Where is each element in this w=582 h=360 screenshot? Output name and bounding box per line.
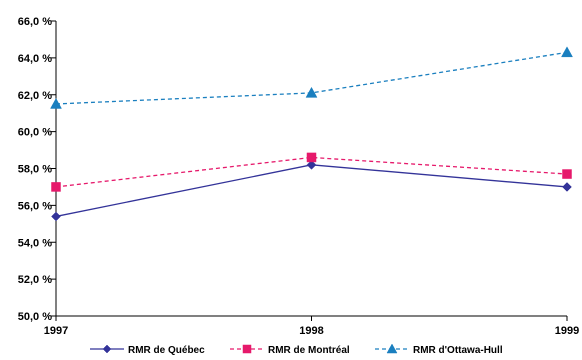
y-tick-label: 66,0 % — [18, 16, 52, 28]
legend-label: RMR de Québec — [128, 345, 205, 356]
data-point — [561, 46, 573, 58]
legend-label: RMR d'Ottawa-Hull — [413, 345, 503, 356]
legend-marker — [242, 344, 252, 354]
y-tick-label: 60,0 % — [18, 127, 52, 139]
y-tick-label: 50,0 % — [18, 311, 52, 323]
legend-label: RMR de Montréal — [268, 345, 350, 356]
data-point — [306, 152, 317, 163]
series-group — [50, 46, 573, 222]
y-tick-label: 62,0 % — [18, 90, 52, 102]
y-tick-label: 52,0 % — [18, 274, 52, 286]
y-tick-label: 64,0 % — [18, 53, 52, 65]
data-point — [305, 86, 318, 98]
series-2 — [50, 46, 573, 109]
x-tick-label: 1999 — [555, 325, 579, 337]
x-axis-ticks: 1997 1998 1999 — [44, 316, 579, 337]
legend-item-2: RMR d'Ottawa-Hull — [375, 343, 503, 356]
y-axis-ticks: 50,0 % 52,0 % 54,0 % 56,0 % 58,0 % 60,0 % 62,0… — [18, 16, 56, 323]
legend: RMR de Québec RMR de Montréal RMR d'Ottawa… — [90, 343, 503, 356]
x-tick-label: 1998 — [299, 325, 323, 337]
series-line — [55, 164, 568, 218]
legend-item-1: RMR de Montréal — [230, 344, 350, 356]
data-point — [51, 182, 61, 192]
y-tick-label: 58,0 % — [18, 164, 52, 176]
y-tick-label: 56,0 % — [18, 200, 52, 212]
legend-item-0: RMR de Québec — [90, 344, 205, 356]
series-1 — [51, 152, 572, 192]
data-point — [50, 97, 62, 109]
legend-marker — [386, 343, 398, 354]
data-point — [562, 169, 572, 179]
series-0 — [51, 159, 572, 222]
data-point — [306, 159, 317, 170]
x-tick-label: 1997 — [44, 325, 68, 337]
series-line — [55, 156, 568, 188]
data-point — [51, 211, 61, 222]
legend-marker — [102, 344, 112, 354]
y-tick-label: 54,0 % — [18, 237, 52, 249]
data-point — [562, 182, 572, 192]
